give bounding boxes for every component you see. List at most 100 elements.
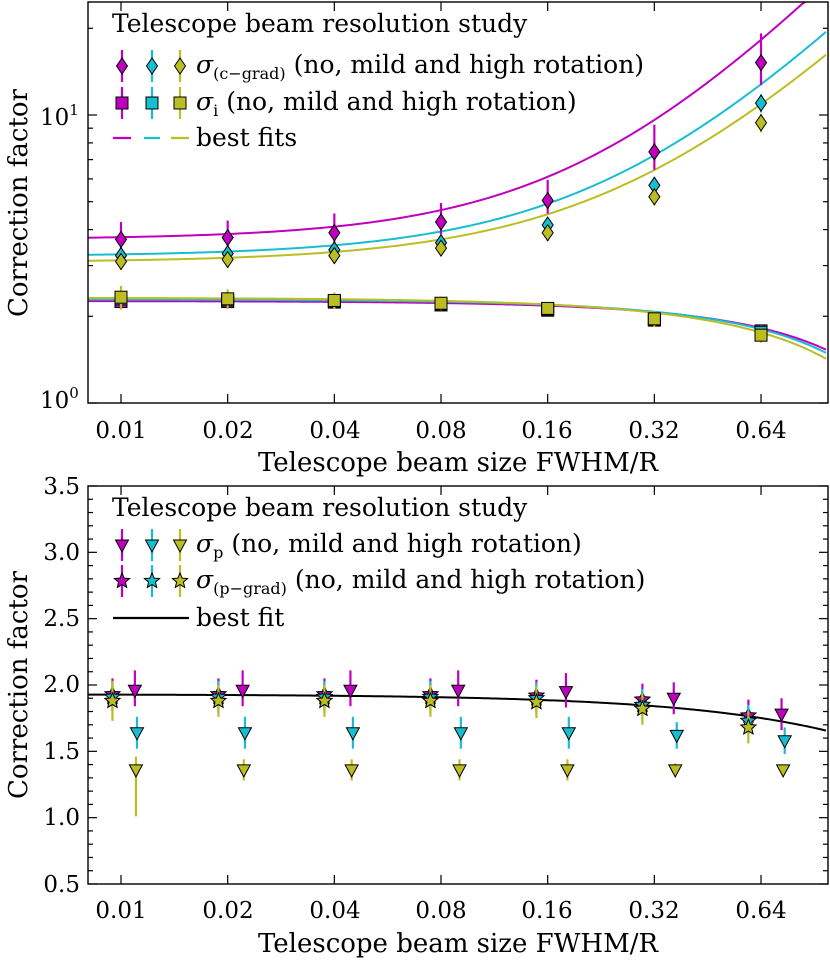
top-xtick-label: 0.02	[202, 418, 253, 444]
legend-star-marker	[143, 571, 161, 589]
diamond-marker	[114, 252, 128, 271]
triangle-marker	[667, 764, 683, 778]
top-xtick-label: 0.01	[95, 418, 146, 444]
legend-diamond-marker	[145, 57, 159, 75]
bottom-ytick-label: 1.5	[43, 739, 80, 765]
top-plot-frame	[87, 1, 829, 404]
legend-square-marker	[115, 96, 129, 110]
triangle-marker	[129, 727, 145, 741]
bottom-plot-frame	[87, 485, 829, 885]
fit-line	[87, 693, 827, 732]
diamond-marker	[648, 142, 661, 161]
square-marker	[327, 293, 341, 307]
legend-star-marker	[113, 571, 131, 589]
legend-label: σ(p−grad) (no, mild and high rotation)	[196, 565, 645, 598]
triangle-marker	[560, 764, 575, 778]
bottom-fit-lines	[87, 693, 827, 732]
triangle-marker	[453, 727, 469, 741]
legend-label: best fit	[196, 603, 284, 632]
triangle-marker	[345, 727, 361, 741]
legend-entry-sigma-p-grad: σ(p−grad) (no, mild and high rotation)	[113, 565, 645, 598]
triangle-marker	[236, 764, 252, 778]
top-xtick-label: 0.32	[628, 418, 679, 444]
top-xtick-labels: 0.01 0.02 0.04 0.08 0.16 0.32 0.64	[95, 418, 786, 444]
diamond-marker	[114, 230, 128, 249]
top-data-points	[114, 33, 768, 343]
triangle-marker	[775, 764, 791, 778]
square-marker	[541, 301, 555, 315]
legend-diamond-marker	[115, 57, 129, 75]
fit-line	[87, 31, 827, 256]
top-legend-title: Telescope beam resolution study	[112, 9, 528, 38]
diamond-marker	[221, 228, 234, 247]
legend-label: σi (no, mild and high rotation)	[196, 87, 577, 120]
bottom-panel: 0.5 1.0 1.5 2.0 2.5 3.0 3.5 0.01 0.02 0.…	[4, 474, 829, 959]
legend-square-marker	[145, 96, 159, 110]
bottom-data-points	[103, 670, 793, 817]
square-marker	[114, 290, 128, 304]
legend-star-marker	[171, 571, 189, 589]
bottom-legend: Telescope beam resolution study σp (no, m…	[112, 493, 645, 632]
diamond-marker	[648, 187, 661, 206]
triangle-marker	[450, 684, 466, 699]
bottom-xtick-labels: 0.01 0.02 0.04 0.08 0.16 0.32 0.64	[95, 898, 786, 924]
diamond-marker	[221, 250, 234, 269]
triangle-marker	[561, 727, 577, 741]
legend-square-marker	[173, 96, 187, 110]
triangle-marker	[452, 764, 467, 778]
top-legend: Telescope beam resolution study σ(c−grad…	[112, 9, 644, 152]
star-marker	[739, 718, 758, 735]
triangle-marker	[235, 684, 250, 699]
legend-entry-best-fit: best fit	[113, 603, 284, 632]
legend-diamond-marker	[173, 57, 187, 75]
legend-entry-sigma-i: σi (no, mild and high rotation)	[115, 87, 577, 120]
legend-entry-sigma-c-grad: σ(c−grad) (no, mild and high rotation)	[115, 50, 644, 83]
legend-label: σp (no, mild and high rotation)	[196, 529, 582, 562]
star-marker	[209, 691, 228, 709]
bottom-xtick-label: 0.32	[628, 898, 679, 924]
diamond-marker	[754, 94, 768, 112]
star-marker	[633, 699, 652, 717]
diamond-marker	[541, 191, 554, 210]
bottom-xtick-label: 0.64	[735, 898, 786, 924]
top-ytick-label-10: 101	[40, 101, 79, 131]
diamond-marker	[541, 223, 554, 242]
triangle-marker	[777, 735, 793, 749]
triangle-marker	[774, 708, 789, 723]
bottom-xtick-label: 0.02	[202, 898, 253, 924]
bottom-legend-title: Telescope beam resolution study	[112, 493, 528, 522]
star-marker	[421, 691, 440, 709]
top-xtick-label: 0.16	[521, 418, 572, 444]
diamond-marker	[434, 239, 448, 257]
top-x-axis-label: Telescope beam size FWHM/R	[258, 448, 660, 478]
triangle-marker	[237, 727, 253, 741]
legend-triangle-marker	[144, 539, 160, 554]
top-fit-lines	[87, 1, 827, 360]
diamond-marker	[434, 213, 448, 231]
top-ytick-label-1: 100	[40, 384, 79, 414]
bottom-y-axis-label: Correction factor	[4, 570, 34, 799]
top-xtick-label: 0.04	[309, 418, 360, 444]
bottom-ytick-labels: 0.5 1.0 1.5 2.0 2.5 3.0 3.5	[43, 474, 80, 898]
star-marker	[103, 691, 122, 709]
bottom-xtick-label: 0.01	[95, 898, 146, 924]
star-marker	[315, 691, 334, 709]
legend-triangle-marker	[172, 539, 188, 554]
legend-star-markers	[113, 565, 189, 597]
diamond-marker	[328, 223, 341, 242]
bottom-x-axis-label: Telescope beam size FWHM/R	[258, 929, 660, 959]
diamond-marker	[754, 113, 768, 132]
bottom-ytick-label: 2.0	[43, 672, 80, 698]
star-marker	[527, 692, 546, 710]
bottom-ytick-label: 0.5	[43, 872, 80, 898]
top-xtick-label: 0.64	[735, 418, 786, 444]
legend-square-markers	[115, 87, 187, 119]
bottom-ytick-label: 1.0	[43, 805, 80, 831]
square-marker	[647, 312, 661, 326]
triangle-marker	[666, 692, 682, 707]
legend-entry-sigma-p: σp (no, mild and high rotation)	[114, 529, 582, 562]
triangle-marker	[669, 729, 685, 744]
top-y-axis-label: Correction factor	[4, 88, 34, 317]
bottom-ytick-label: 2.5	[43, 606, 80, 632]
